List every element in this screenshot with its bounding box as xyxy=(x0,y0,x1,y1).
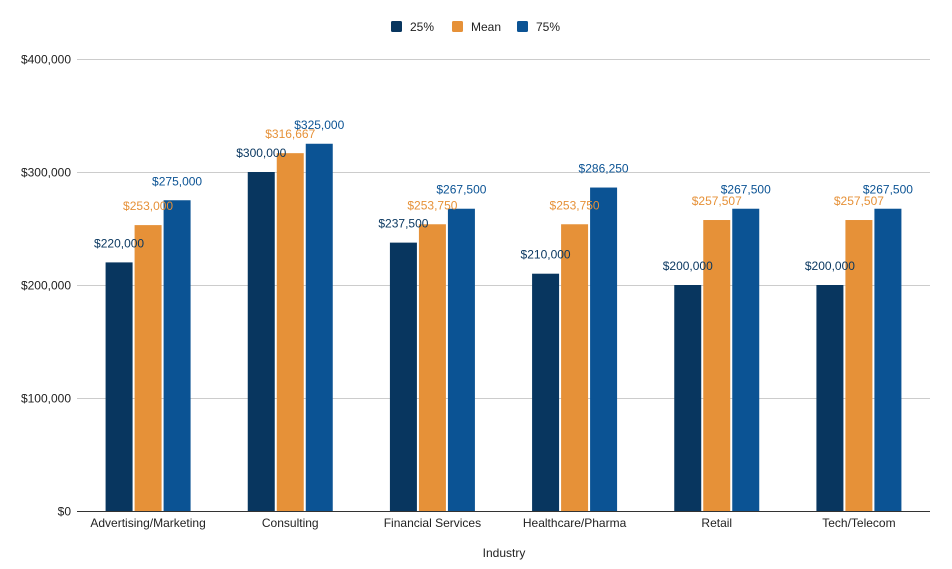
bars xyxy=(105,143,902,512)
x-tick-label: Consulting xyxy=(262,516,319,530)
bar[interactable] xyxy=(105,262,133,511)
legend-label: 25% xyxy=(410,20,434,34)
data-label: $275,000 xyxy=(152,174,202,188)
data-label: $257,507 xyxy=(834,194,884,208)
bar[interactable] xyxy=(532,273,560,511)
x-tick-label: Advertising/Marketing xyxy=(90,516,205,530)
data-labels: $220,000 $253,000 $275,000 $300,000 $316,667… xyxy=(94,118,913,273)
bar[interactable] xyxy=(561,224,589,511)
legend-swatch xyxy=(517,21,528,32)
bar[interactable] xyxy=(276,153,304,511)
bar[interactable] xyxy=(163,200,191,511)
bar[interactable] xyxy=(418,224,446,511)
data-label: $253,000 xyxy=(123,199,173,213)
data-label: $316,667 xyxy=(265,127,315,141)
bar[interactable] xyxy=(305,143,333,511)
bar[interactable] xyxy=(247,172,275,511)
data-label: $257,507 xyxy=(692,194,742,208)
legend-item[interactable]: Mean xyxy=(452,20,501,34)
y-axis-ticks: $0 $100,000 $200,000 $300,000 $400,000 xyxy=(21,53,71,519)
bar[interactable] xyxy=(134,225,162,512)
x-tick-label: Tech/Telecom xyxy=(822,516,895,530)
bar[interactable] xyxy=(816,285,844,511)
data-label: $200,000 xyxy=(805,259,855,273)
x-tick-label: Retail xyxy=(701,516,732,530)
data-label: $267,500 xyxy=(863,183,913,197)
y-tick-label: $400,000 xyxy=(21,53,71,67)
x-tick-label: Healthcare/Pharma xyxy=(523,516,627,530)
data-label: $220,000 xyxy=(94,236,144,250)
bar[interactable] xyxy=(389,242,417,511)
data-label: $300,000 xyxy=(236,146,286,160)
data-label: $237,500 xyxy=(378,217,428,231)
legend[interactable]: 25% Mean 75% xyxy=(391,20,560,34)
data-label: $210,000 xyxy=(521,248,571,262)
bar[interactable] xyxy=(447,208,475,511)
legend-label: 75% xyxy=(536,20,560,34)
bar[interactable] xyxy=(674,285,702,511)
x-axis-title: Industry xyxy=(483,546,526,560)
legend-label: Mean xyxy=(471,20,501,34)
bar[interactable] xyxy=(590,187,618,511)
data-label: $267,500 xyxy=(721,183,771,197)
y-tick-label: $200,000 xyxy=(21,279,71,293)
bar[interactable] xyxy=(703,220,731,511)
data-label: $253,750 xyxy=(407,198,457,212)
data-label: $286,250 xyxy=(579,162,629,176)
data-label: $267,500 xyxy=(436,183,486,197)
y-tick-label: $300,000 xyxy=(21,166,71,180)
bar[interactable] xyxy=(874,208,902,511)
gridlines xyxy=(77,59,930,512)
legend-item[interactable]: 25% xyxy=(391,20,434,34)
y-tick-label: $100,000 xyxy=(21,392,71,406)
data-label: $200,000 xyxy=(663,259,713,273)
x-tick-label: Financial Services xyxy=(384,516,481,530)
data-label: $325,000 xyxy=(294,118,344,132)
bar[interactable] xyxy=(732,208,760,511)
legend-swatch xyxy=(452,21,463,32)
data-label: $253,750 xyxy=(550,198,600,212)
legend-swatch xyxy=(391,21,402,32)
y-tick-label: $0 xyxy=(58,505,72,519)
x-axis-ticks: Advertising/Marketing Consulting Financial… xyxy=(90,516,895,530)
bar[interactable] xyxy=(845,220,873,511)
legend-item[interactable]: 75% xyxy=(517,20,560,34)
